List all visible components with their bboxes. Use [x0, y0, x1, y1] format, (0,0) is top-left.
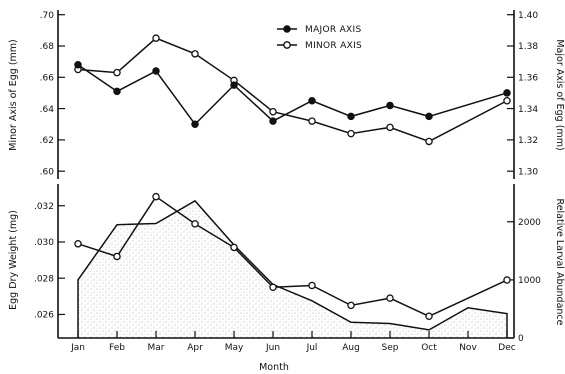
top-left-axis-tick-label: .68 — [40, 42, 55, 52]
larval-abundance-fill — [78, 200, 507, 338]
major-axis-point — [269, 117, 277, 125]
month-tick-label: Jul — [306, 343, 318, 353]
bottom-right-axis-tick-label: 1000 — [518, 276, 541, 286]
legend-major-marker — [283, 25, 291, 33]
bottom-panel-frame — [57, 184, 515, 339]
major-axis-point — [308, 97, 316, 105]
major-axis-point — [113, 87, 121, 96]
egg-dry-weight-point — [308, 281, 316, 290]
legend: MAJOR AXIS MINOR AXIS — [277, 25, 362, 51]
minor-axis-point — [386, 123, 394, 132]
month-tick-label: Mar — [148, 343, 165, 353]
egg-dry-weight-point — [425, 312, 433, 321]
month-tick-label: Dec — [498, 343, 515, 353]
month-tick-label: May — [225, 343, 244, 353]
top-left-axis-tick-label: .66 — [40, 73, 55, 83]
bottom-right-axis-tick-label: 2000 — [518, 218, 541, 228]
bottom-left-axis: .026 .028 .030 .032 — [34, 202, 65, 321]
egg-dry-weight-point — [113, 252, 121, 261]
minor-axis-point — [347, 129, 355, 138]
larval-abundance-area — [77, 199, 508, 338]
top-panel: .60.62.64.66.68.70 1.301.321.341.361.381… — [8, 10, 565, 179]
x-axis-label: Month — [259, 362, 289, 373]
top-left-axis-tick-label: .64 — [40, 105, 55, 115]
minor-axis-point — [425, 137, 433, 146]
top-left-axis-label: Minor Axis of Egg (mm) — [8, 39, 19, 151]
major-axis-line — [77, 64, 508, 126]
minor-axis-point — [113, 68, 121, 77]
top-right-axis: 1.30 1.32 1.34 1.36 1.38 1.40 — [507, 11, 538, 177]
bottom-left-axis-tick-label: .032 — [34, 202, 54, 212]
month-tick-label: Aug — [342, 343, 360, 353]
top-right-axis-label: Major Axis of Egg (mm) — [554, 39, 565, 150]
top-left-axis-tick-label: .70 — [40, 11, 55, 21]
minor-axis-point — [269, 107, 277, 116]
top-left-axis: .60 .62 .64 .66 .68 .70 — [40, 11, 65, 177]
bottom-left-axis-tick-label: .028 — [34, 274, 54, 284]
month-tick-label: Sep — [382, 343, 399, 353]
egg-dry-weight-point — [230, 243, 238, 252]
bottom-left-axis-label: Egg Dry Weight (mg) — [8, 210, 19, 310]
minor-axis-point — [308, 117, 316, 125]
bottom-panel: .026 .028 .030 .032 0 1000 2000 Jan Feb Mar Apr M… — [8, 184, 565, 373]
minor-axis-point — [503, 97, 511, 105]
major-axis-point — [425, 112, 433, 121]
bottom-right-axis-tick-label: 0 — [518, 334, 524, 344]
top-right-axis-tick-label: 1.40 — [518, 11, 538, 21]
top-left-axis-tick-label: .60 — [40, 167, 55, 177]
legend-major-label: MAJOR AXIS — [305, 25, 361, 35]
top-panel-frame — [57, 10, 515, 179]
egg-dry-weight-point — [503, 276, 511, 284]
major-axis-point — [152, 67, 160, 75]
major-axis-point — [74, 61, 82, 69]
major-axis-point — [347, 112, 355, 121]
major-axis-point — [230, 81, 238, 89]
bottom-series — [74, 192, 511, 321]
top-right-axis-tick-label: 1.36 — [518, 73, 538, 83]
legend-minor-marker — [283, 41, 291, 49]
month-tick-label: Nov — [459, 343, 477, 353]
egg-dry-weight-point — [386, 294, 394, 302]
top-series — [74, 34, 511, 146]
egg-dry-weight-point — [74, 240, 82, 248]
top-right-axis-tick-label: 1.34 — [518, 105, 538, 115]
top-right-axis-tick-label: 1.38 — [518, 42, 538, 52]
major-axis-point — [191, 120, 199, 128]
egg-dry-weight-point — [152, 192, 160, 201]
minor-axis-point — [191, 50, 199, 58]
legend-minor-label: MINOR AXIS — [305, 41, 362, 51]
bottom-left-axis-tick-label: .026 — [34, 311, 54, 321]
minor-axis-line — [77, 37, 508, 143]
month-tick-label: Oct — [421, 343, 437, 353]
month-tick-label: Feb — [109, 343, 125, 353]
major-axis-point — [503, 89, 511, 97]
bottom-right-axis: 0 1000 2000 — [507, 218, 541, 344]
major-axis-point — [386, 101, 394, 110]
bottom-right-axis-label: Relative Larval Abundance — [554, 199, 565, 326]
top-right-axis-tick-label: 1.32 — [518, 136, 538, 146]
larval-abundance-line — [77, 199, 508, 338]
month-tick-label: Jun — [265, 343, 280, 353]
egg-dry-weight-point — [269, 283, 277, 292]
bottom-left-axis-tick-label: .030 — [34, 238, 54, 248]
minor-axis-point — [152, 34, 160, 42]
top-right-axis-tick-label: 1.30 — [518, 167, 538, 177]
egg-dry-weight-point — [191, 220, 199, 228]
egg-dry-weight-point — [347, 301, 355, 310]
month-tick-label: Jan — [70, 343, 85, 353]
top-left-axis-tick-label: .62 — [40, 136, 54, 146]
month-tick-label: Apr — [187, 343, 203, 353]
month-axis: Jan Feb Mar Apr May Jun Jul Aug Sep Oct Nov Dec — [70, 331, 516, 353]
